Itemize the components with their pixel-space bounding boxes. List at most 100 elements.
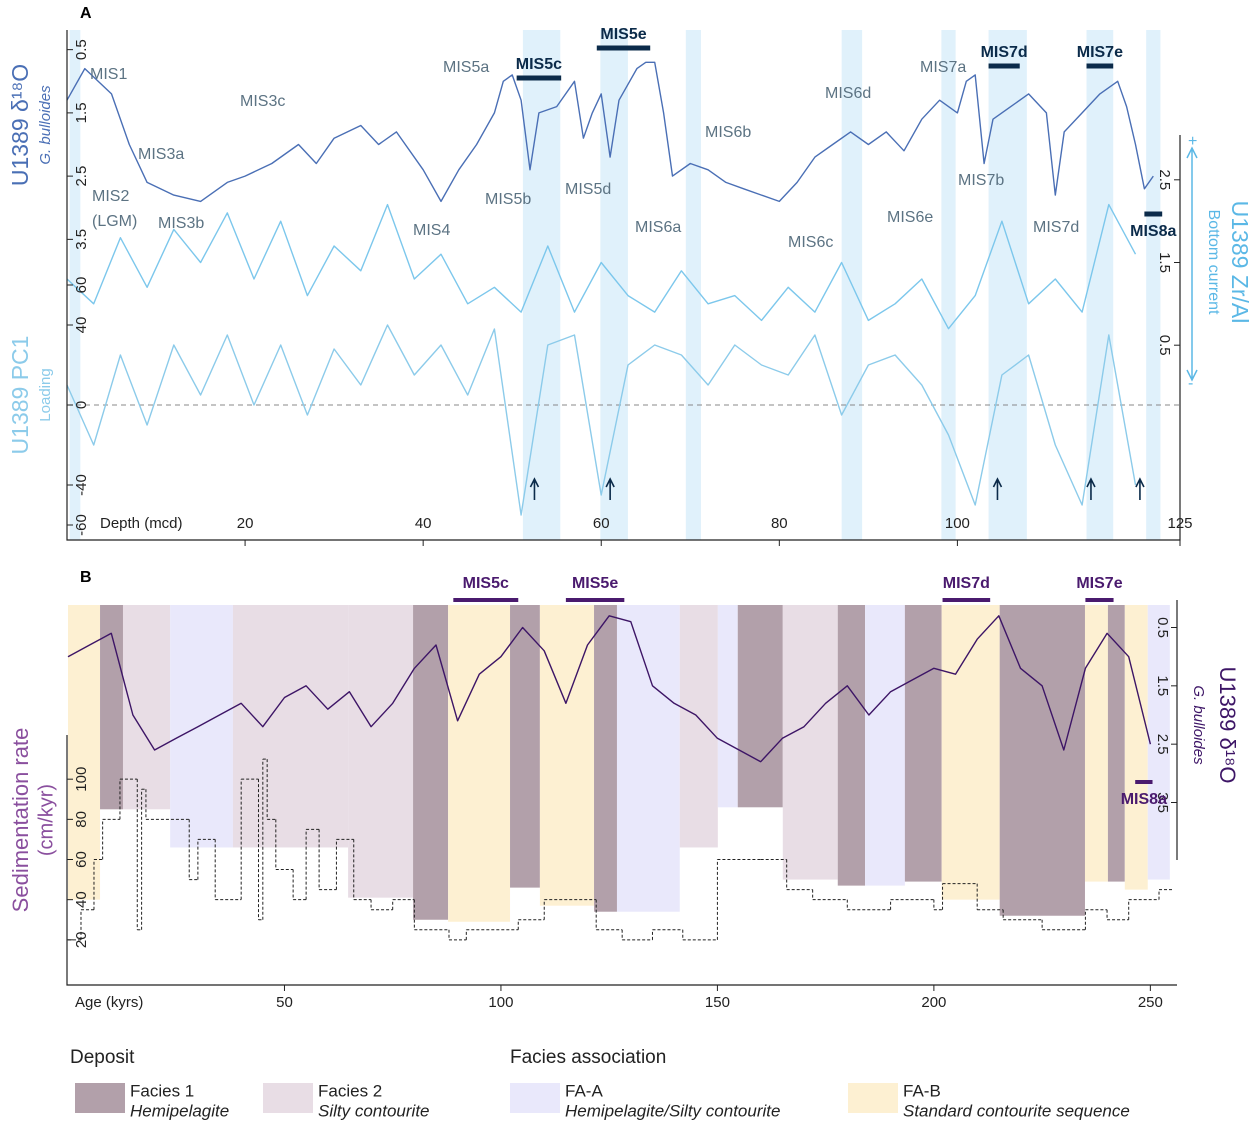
stage-name: MIS5e — [600, 26, 646, 43]
legend-swatch — [75, 1083, 125, 1113]
stage-label: MIS7d — [1033, 219, 1079, 236]
facies-block — [1084, 605, 1108, 882]
highlight-band — [600, 30, 628, 540]
y-tick-label: 60 — [73, 851, 90, 868]
x-tick-label: 100 — [945, 515, 970, 532]
facies-block — [1147, 605, 1170, 880]
stage-label: MIS6a — [635, 219, 681, 236]
facies-block — [717, 605, 738, 808]
legend-description: Hemipelagite/Silty contourite — [565, 1101, 780, 1120]
stage-label: MIS3b — [158, 215, 204, 232]
y3-axis-title: U1389 PC1 — [7, 336, 33, 455]
step-connector — [80, 759, 1160, 940]
highlight-band — [1146, 30, 1161, 540]
y3-tick-label: -40 — [73, 474, 90, 496]
y3-axis-subtitle: Loading — [37, 368, 54, 421]
facies-block — [679, 605, 718, 848]
data-line — [66, 324, 1137, 516]
stage-label: MIS6b — [705, 124, 751, 141]
legend-swatch — [848, 1083, 898, 1113]
y2-tick-label: 3.5 — [1154, 792, 1171, 813]
x-tick-label: 80 — [771, 515, 788, 532]
stage-name: MIS5c — [516, 56, 562, 73]
facies-block — [837, 605, 866, 886]
facies-block — [510, 605, 540, 888]
stage-label: MIS7b — [958, 172, 1004, 189]
stage-label: MIS5a — [443, 59, 489, 76]
data-line — [66, 203, 1137, 330]
stage-label: MIS7a — [920, 59, 966, 76]
arrow-marker — [529, 477, 540, 500]
y-tick-label: 40 — [73, 891, 90, 908]
stage-label: MIS3c — [240, 93, 285, 110]
y2-axis-title: U1389 δ¹⁸O — [1215, 667, 1240, 784]
direction-arrow — [1186, 146, 1198, 382]
stage-name: MIS5c — [463, 575, 509, 592]
legend-swatch — [510, 1083, 560, 1113]
legend-swatch — [263, 1083, 313, 1113]
facies-block — [1124, 605, 1148, 890]
arrow-marker — [1135, 477, 1145, 500]
stage-label: MIS2 — [92, 188, 129, 205]
facies-block — [170, 605, 233, 848]
highlight-band — [941, 30, 956, 540]
highlight-band — [522, 30, 561, 540]
x-tick-label: 200 — [921, 994, 946, 1011]
stage-name: MIS8a — [1121, 791, 1167, 808]
stage-name: MIS8a — [1130, 223, 1176, 240]
stage-label: MIS5b — [485, 191, 531, 208]
x-tick-label: 250 — [1138, 994, 1163, 1011]
facies-block — [941, 605, 1000, 900]
arrow-marker — [605, 477, 615, 500]
facies-block — [413, 605, 449, 920]
stage-name: MIS7e — [1077, 44, 1123, 61]
data-line — [67, 615, 1152, 763]
stage-label: MIS3a — [138, 146, 184, 163]
arrow-label: + — [1188, 133, 1197, 150]
facies-block — [737, 605, 783, 808]
stage-label: MIS6d — [825, 85, 871, 102]
y2-tick-label: 0.5 — [1156, 335, 1173, 356]
legend-title: Deposit — [70, 1047, 135, 1068]
x-tick-label: 125 — [1167, 515, 1192, 532]
legend-name: Facies 1 — [130, 1081, 194, 1100]
x-axis-label: Age (kyrs) — [75, 994, 143, 1011]
stage-label: MIS1 — [90, 66, 127, 83]
y-tick-label: 20 — [73, 931, 90, 948]
y2-tick-label: 1.5 — [1154, 675, 1171, 696]
legend-title: Facies association — [510, 1047, 666, 1068]
y3-tick-label: 0 — [73, 401, 90, 409]
arrow-marker — [992, 477, 1003, 500]
stage-name: MIS5e — [572, 575, 618, 592]
y-tick-label: 1.5 — [73, 102, 90, 123]
y-axis-title: Sedimentation rate — [8, 728, 33, 913]
x-tick-label: 40 — [415, 515, 432, 532]
x-axis-label: Depth (mcd) — [100, 515, 183, 532]
facies-block — [122, 605, 171, 810]
stage-name: MIS7d — [981, 44, 1028, 61]
panel-letter: B — [80, 569, 92, 586]
y-tick-label: 3.5 — [73, 229, 90, 250]
y3-tick-label: 40 — [73, 317, 90, 334]
x-tick-label: 150 — [705, 994, 730, 1011]
stage-name: MIS7e — [1076, 575, 1122, 592]
x-tick-label: 100 — [488, 994, 513, 1011]
legend-description: Silty contourite — [318, 1101, 430, 1120]
facies-block — [904, 605, 942, 882]
stage-label: MIS6e — [887, 209, 933, 226]
facies-block — [594, 605, 617, 912]
arrow-marker — [1086, 477, 1096, 500]
panel-letter: A — [80, 5, 92, 22]
y2-axis-subtitle: Bottom current — [1205, 210, 1222, 315]
y-tick-label: 80 — [73, 811, 90, 828]
y2-axis-title: U1389 Zr/Al — [1227, 201, 1253, 324]
x-tick-label: 60 — [593, 515, 610, 532]
facies-block — [232, 605, 349, 848]
facies-block — [448, 605, 511, 922]
facies-block — [1107, 605, 1125, 882]
y3-tick-label: 60 — [73, 277, 90, 294]
facies-block — [865, 605, 905, 886]
x-tick-label: 50 — [276, 994, 293, 1011]
legend-description: Standard contourite sequence — [903, 1101, 1130, 1120]
